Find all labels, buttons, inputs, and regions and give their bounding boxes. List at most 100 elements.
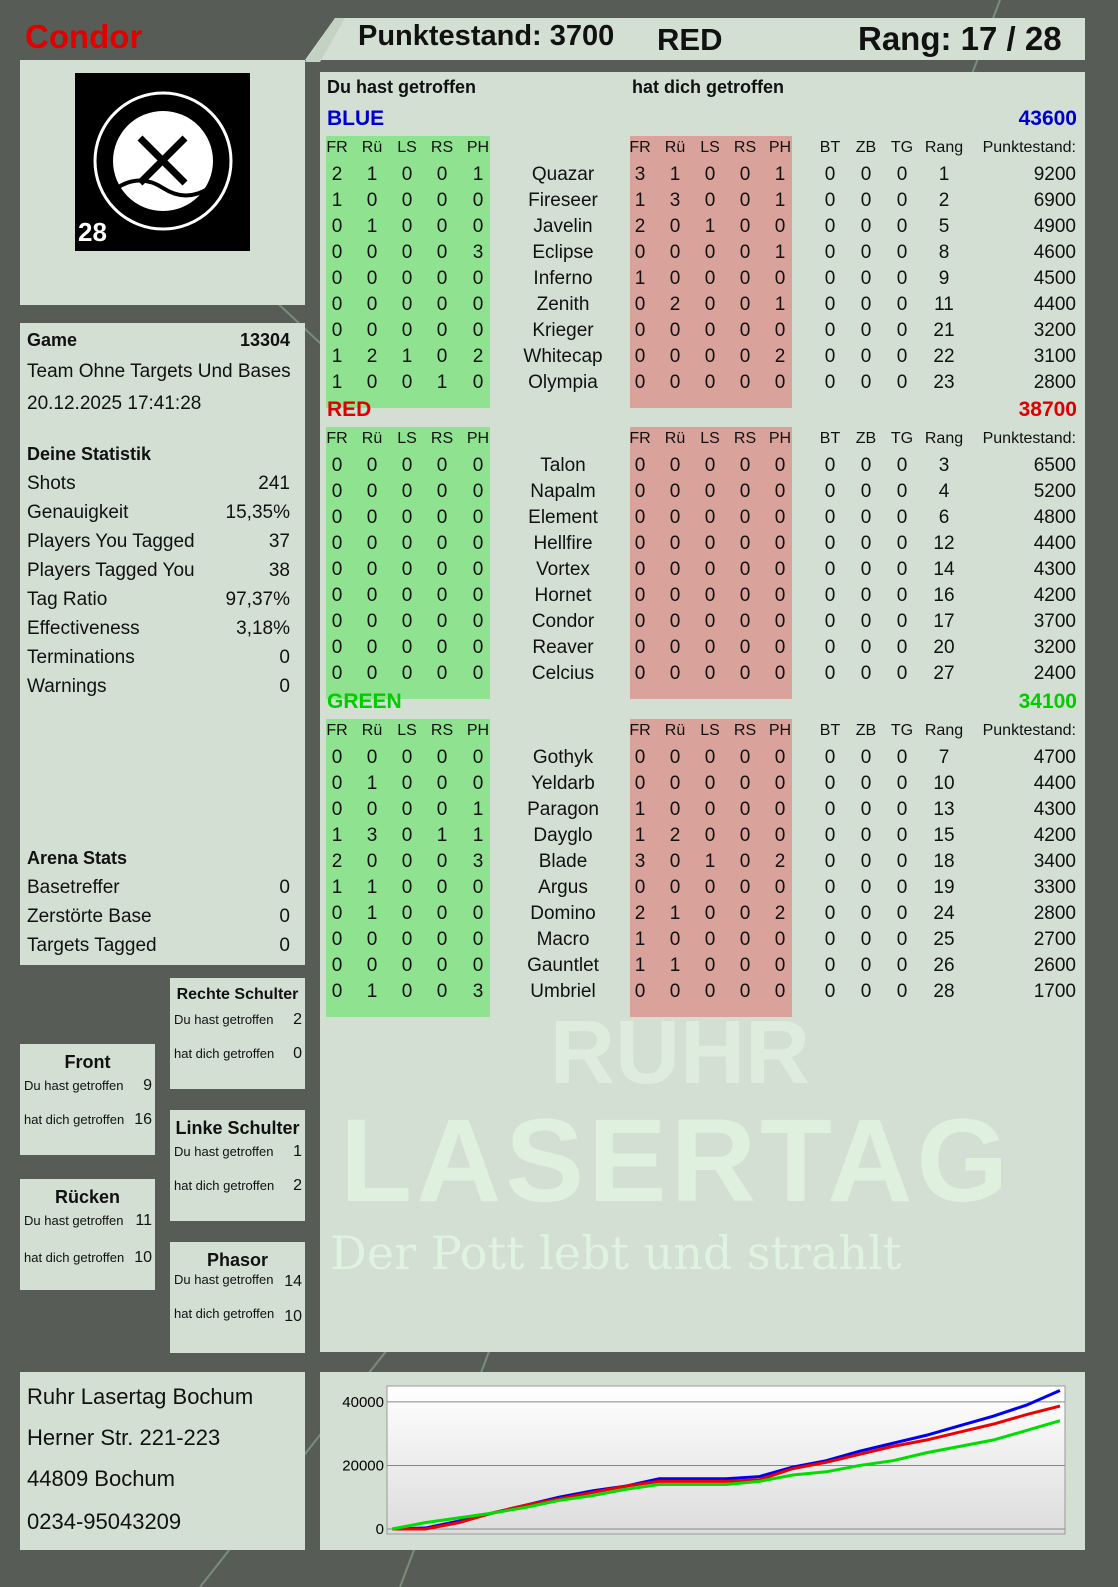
hit-you-cell: 1 <box>634 825 646 846</box>
you-hit-cell: 0 <box>401 825 413 846</box>
hit-you-cell: 0 <box>634 611 646 632</box>
base-cell: 0 <box>860 877 872 898</box>
you-hit-cell: 0 <box>472 637 484 658</box>
you-hit-cell: 0 <box>401 481 413 502</box>
hit-you-cell: 0 <box>669 747 681 768</box>
player-name: Talon <box>540 455 586 476</box>
column-header: PH <box>768 722 792 739</box>
hit-you-cell: 0 <box>704 611 716 632</box>
hit-you-cell: 0 <box>774 507 786 528</box>
you-hit-cell: 0 <box>401 773 413 794</box>
hit-you-cell: 0 <box>669 559 681 580</box>
base-cell: 0 <box>860 507 872 528</box>
you-hit-cell: 0 <box>401 851 413 872</box>
base-cell: 0 <box>860 216 872 237</box>
base-cell: 0 <box>860 481 872 502</box>
column-header: PH <box>466 722 490 739</box>
base-cell: 0 <box>824 903 836 924</box>
hit-you-label: hat dich getroffen <box>174 1306 275 1321</box>
column-header: FR <box>326 139 348 156</box>
you-hit-cell: 0 <box>401 559 413 580</box>
player-name: Blade <box>538 851 588 872</box>
hit-you-cell: 0 <box>704 164 716 185</box>
hitbox-title: Front <box>64 1052 111 1072</box>
you-hit-cell: 0 <box>331 242 343 263</box>
hit-you-cell: 0 <box>739 216 751 237</box>
player-score: 4400 <box>1033 773 1076 794</box>
y-tick-label: 40000 <box>342 1394 384 1411</box>
base-cell: 0 <box>860 611 872 632</box>
you-hit-value: 2 <box>293 1011 302 1028</box>
stat-label: Players Tagged You <box>27 560 195 581</box>
team-name: RED <box>327 398 372 421</box>
base-cell: 0 <box>896 242 908 263</box>
score-label: Punktestand: 3700 <box>358 20 615 52</box>
stat-value: 0 <box>279 676 290 697</box>
player-rank: 8 <box>938 242 950 263</box>
base-cell: 0 <box>896 320 908 341</box>
hit-you-cell: 0 <box>774 929 786 950</box>
you-hit-cell: 0 <box>366 242 378 263</box>
you-hit-cell: 0 <box>472 320 484 341</box>
you-hit-cell: 1 <box>331 190 343 211</box>
player-score: 4700 <box>1033 747 1076 768</box>
you-hit-cell: 0 <box>331 559 343 580</box>
base-cell: 0 <box>896 190 908 211</box>
hit-you-cell: 0 <box>774 747 786 768</box>
you-hit-cell: 0 <box>366 372 378 393</box>
you-hit-cell: 0 <box>331 747 343 768</box>
column-header: RS <box>733 139 757 156</box>
you-hit-cell: 0 <box>331 663 343 684</box>
column-header: RS <box>430 430 454 447</box>
hit-you-value: 10 <box>134 1249 152 1266</box>
hitbox-title: Rücken <box>54 1187 121 1207</box>
column-header: TG <box>890 722 914 739</box>
you-hit-cell: 0 <box>401 611 413 632</box>
player-name: Inferno <box>533 268 593 289</box>
hitbox-back: Rücken Du hast getroffen 11 hat dich getr… <box>20 1179 155 1290</box>
you-hit-cell: 0 <box>331 294 343 315</box>
player-rank: 6 <box>938 507 950 528</box>
player-rank: 18 <box>933 851 955 872</box>
game-mode: Team Ohne Targets Und Bases <box>27 361 291 382</box>
base-cell: 0 <box>896 507 908 528</box>
you-hit-cell: 0 <box>401 747 413 768</box>
you-hit-cell: 0 <box>331 585 343 606</box>
hit-you-cell: 0 <box>669 851 681 872</box>
hit-you-cell: 0 <box>704 481 716 502</box>
you-hit-cell: 0 <box>401 268 413 289</box>
you-hit-cell: 0 <box>401 507 413 528</box>
hit-you-cell: 0 <box>739 507 751 528</box>
plot-area <box>386 1385 1066 1535</box>
hit-you-cell: 3 <box>634 851 646 872</box>
hit-you-cell: 0 <box>634 981 646 1002</box>
hit-you-label: hat dich getroffen <box>24 1112 125 1127</box>
you-hit-cell: 0 <box>436 559 448 580</box>
hit-you-cell: 0 <box>774 533 786 554</box>
you-hit-cell: 0 <box>436 799 448 820</box>
column-header: PH <box>466 430 490 447</box>
player-name: Reaver <box>532 637 594 658</box>
player-name: Paragon <box>527 799 599 820</box>
you-hit-cell: 3 <box>472 851 484 872</box>
base-cell: 0 <box>860 773 872 794</box>
player-name: Dayglo <box>533 825 593 846</box>
you-hit-cell: 0 <box>436 747 448 768</box>
hit-you-cell: 0 <box>704 455 716 476</box>
column-header: FR <box>326 430 348 447</box>
player-name: Olympia <box>528 372 598 393</box>
hit-you-cell: 0 <box>634 455 646 476</box>
stat-value: 3,18% <box>236 618 290 639</box>
hit-you-cell: 1 <box>634 190 646 211</box>
you-hit-cell: 0 <box>366 533 378 554</box>
arena-stat-value: 0 <box>279 877 290 898</box>
player-score: 5200 <box>1033 481 1076 502</box>
player-name: Gauntlet <box>527 955 599 976</box>
hit-you-cell: 0 <box>774 559 786 580</box>
hit-you-cell: 0 <box>669 481 681 502</box>
column-header: FR <box>629 139 651 156</box>
player-rank: 22 <box>933 346 955 367</box>
you-hit-cell: 3 <box>472 242 484 263</box>
hitbox-front: Front Du hast getroffen 9 hat dich getrof… <box>20 1044 155 1155</box>
you-hit-cell: 0 <box>436 346 448 367</box>
